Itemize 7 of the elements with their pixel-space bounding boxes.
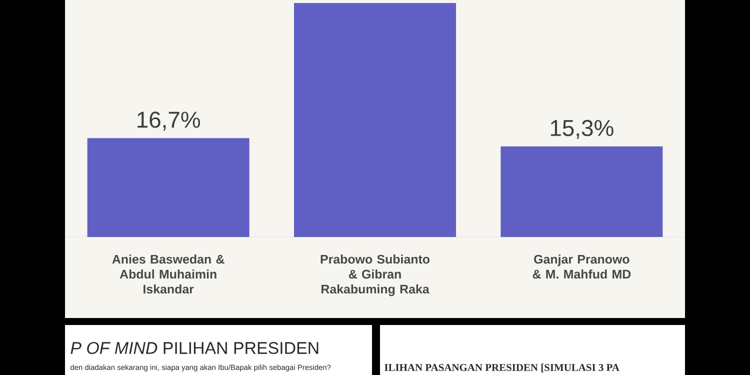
data-label: 16,7%	[138, 112, 200, 131]
x-tick-label: Prabowo Subianto & Gibran Rakabuming Raka	[320, 254, 430, 296]
x-tick-label: Anies Baswedan & Abdul Muhaimin Iskandar	[112, 254, 224, 294]
data-label: 15,3%	[550, 120, 614, 139]
text: P OF MIND PILIHAN PRESIDEN	[70, 342, 318, 354]
text: ILIHAN PASANGAN PRESIDEN [SIMULASI 3 PA	[384, 364, 620, 372]
x-tick-label: Ganjar Pranowo & M. Mahfud MD	[532, 254, 631, 279]
